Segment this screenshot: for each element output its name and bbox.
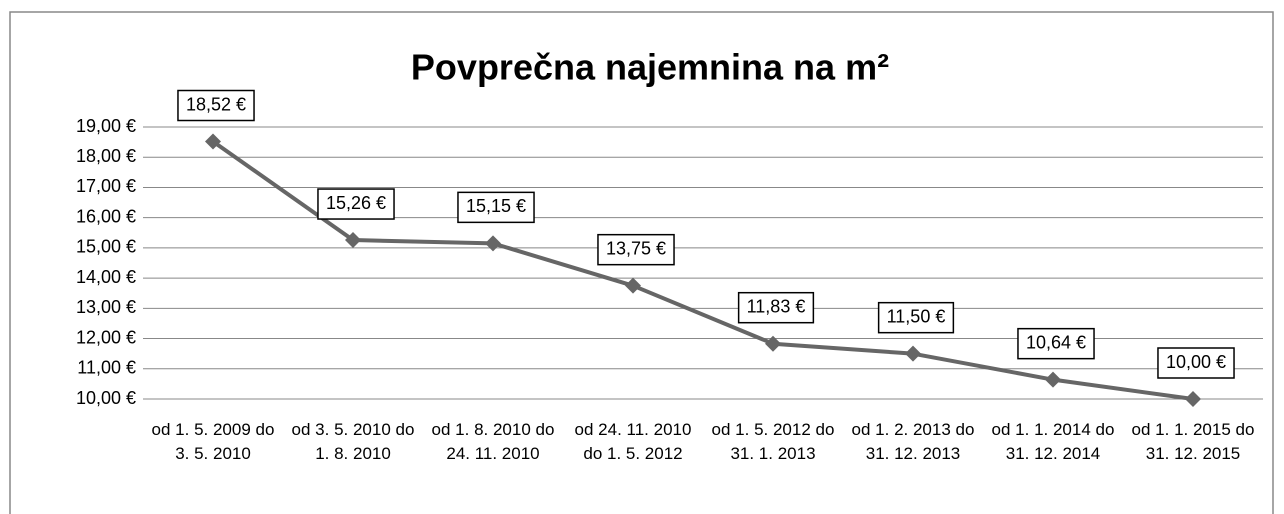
y-tick-label: 14,00 € — [76, 267, 136, 287]
data-label: 11,83 € — [747, 296, 806, 316]
x-tick-label: od 1. 2. 2013 do 31. 12. 2013 — [851, 420, 975, 463]
data-label: 10,64 € — [1026, 332, 1086, 352]
data-label-box — [457, 191, 535, 224]
marker — [205, 133, 221, 150]
data-label: 15,26 € — [326, 193, 386, 213]
x-tick-label: od 24. 11. 2010 do 1. 5. 2012 — [574, 420, 692, 463]
y-tick-label: 19,00 € — [76, 116, 136, 136]
x-tick-label: od 1. 1. 2015 do 31. 12. 2015 — [1131, 420, 1255, 463]
marker — [1185, 391, 1201, 407]
data-label: 13,75 € — [606, 238, 666, 258]
marker — [345, 232, 361, 249]
marker — [1045, 371, 1061, 388]
data-label-box — [737, 291, 815, 324]
y-tick-label: 12,00 € — [76, 327, 136, 347]
marker — [485, 235, 501, 252]
line — [211, 139, 1194, 401]
y-tick-label: 15,00 € — [76, 237, 136, 257]
x-tick-label: od 1. 8. 2010 do 24. 11. 2010 — [431, 420, 555, 463]
data-label-box — [597, 233, 675, 266]
data-label-box — [317, 188, 395, 220]
marker — [765, 335, 781, 352]
x-tick-label: od 1. 5. 2012 do 31. 1. 2013 — [711, 420, 835, 463]
data-label: 15,15 € — [466, 196, 526, 216]
x-tick-label: od 1. 1. 2014 do 31. 12. 2014 — [991, 420, 1115, 463]
data-label: 10,00 € — [1166, 352, 1226, 372]
y-tick-label: 11,00 € — [77, 358, 136, 378]
data-label-box — [877, 301, 955, 334]
y-tick-label: 10,00 € — [76, 388, 136, 408]
y-tick-label: 16,00 € — [76, 206, 136, 226]
data-label: 11,50 € — [887, 306, 946, 326]
data-label-box — [1157, 347, 1235, 379]
x-tick-label: od 1. 5. 2009 do 3. 5. 2010 — [151, 420, 275, 463]
marker — [905, 345, 921, 362]
y-tick-label: 18,00 € — [76, 146, 136, 166]
data-label-box — [177, 89, 255, 122]
data-label: 18,52 € — [186, 94, 246, 114]
marker — [625, 277, 641, 294]
y-tick-label: 13,00 € — [76, 297, 136, 317]
y-tick-label: 17,00 € — [76, 176, 136, 196]
chart-title: Povprečna najemnina na m² — [411, 47, 889, 88]
x-tick-label: od 3. 5. 2010 do 1. 8. 2010 — [291, 420, 415, 463]
data-label-box — [1017, 327, 1095, 360]
